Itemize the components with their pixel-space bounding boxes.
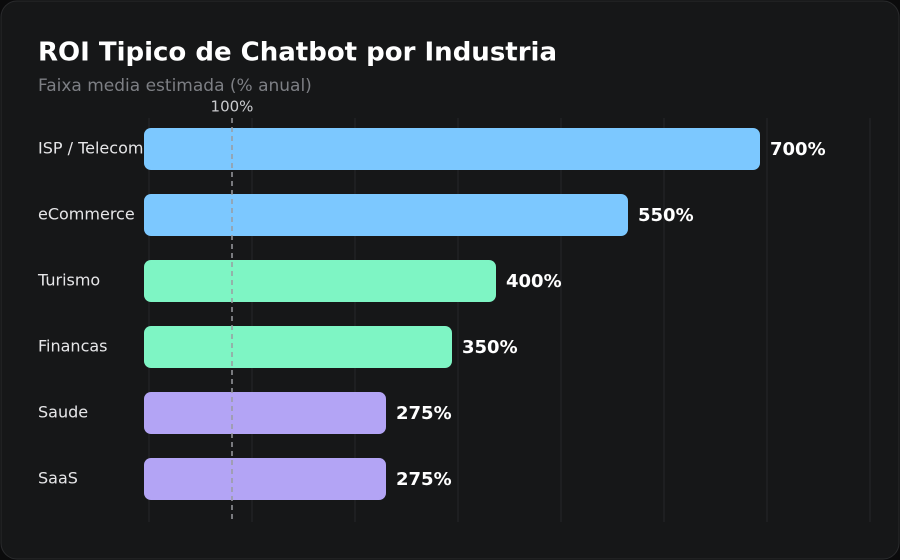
value-label: 550% [638, 205, 694, 226]
chart-title: ROI Tipico de Chatbot por Industria [38, 38, 557, 68]
category-label: Turismo [37, 271, 100, 290]
bar [144, 128, 760, 170]
bar [144, 392, 386, 434]
category-label: Saude [38, 403, 88, 422]
category-label: Financas [38, 337, 108, 356]
category-label: eCommerce [38, 205, 135, 224]
value-label: 700% [770, 139, 826, 160]
bar [144, 458, 386, 500]
value-label: 275% [396, 469, 452, 490]
value-label: 350% [462, 337, 518, 358]
bar [144, 260, 496, 302]
bar [144, 194, 628, 236]
chart-subtitle: Faixa media estimada (% anual) [38, 76, 312, 96]
category-label: SaaS [38, 469, 78, 488]
bar [144, 326, 452, 368]
value-label: 275% [396, 403, 452, 424]
reference-label: 100% [211, 98, 254, 116]
grid [148, 118, 871, 522]
value-label: 400% [506, 271, 562, 292]
category-label: ISP / Telecom [38, 139, 143, 158]
